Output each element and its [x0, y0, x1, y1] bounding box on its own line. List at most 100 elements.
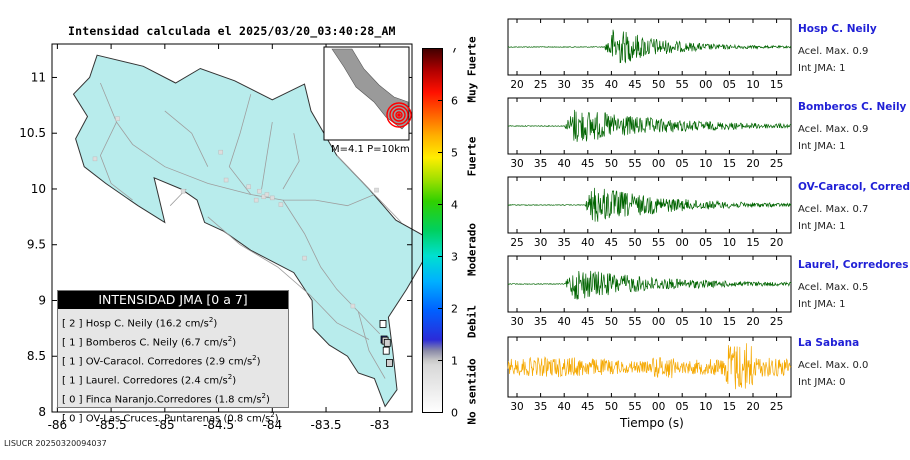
- legend-item-text: Finca Naranjo.Corredores (1.8 cm/s: [85, 394, 262, 406]
- seismogram-tick-label: 00: [676, 237, 689, 249]
- footer-id: LISUCR 20250320094037: [4, 439, 107, 448]
- seismogram-tick-label: 10: [699, 316, 712, 328]
- road-line: [336, 155, 375, 195]
- town-marker: [223, 177, 229, 183]
- road-line: [282, 199, 381, 335]
- seismogram-tick-label: 55: [628, 158, 641, 170]
- seismogram-tick-label: 30: [534, 237, 547, 249]
- town-marker: [253, 197, 259, 203]
- seismogram-tick-label: 55: [676, 79, 689, 91]
- seismogram-tick-label: 55: [652, 237, 665, 249]
- seismogram-tick-label: 25: [770, 158, 783, 170]
- seismogram-tick-label: 55: [628, 401, 641, 413]
- x-tick-label: -85.5: [96, 418, 127, 432]
- town-marker: [180, 188, 186, 194]
- road-line: [164, 110, 209, 167]
- seismogram-tick-label: 20: [746, 401, 759, 413]
- map-frame: [51, 43, 413, 413]
- legend-item-text: OV-Caracol. Corredores (2.9 cm/s: [85, 356, 253, 368]
- legend-item-unit-exp: 2: [227, 372, 233, 381]
- legend-item-level: [ 2 ]: [62, 318, 83, 330]
- seismogram-tick-label: 10: [746, 79, 759, 91]
- colorbar-tick-label: 4: [451, 199, 458, 212]
- legend-item-unit-exp: 2: [261, 391, 266, 400]
- station-name: Hosp C. Neily: [798, 23, 877, 35]
- legend-item-unit-exp: 2: [270, 410, 275, 419]
- station-name: La Sabana: [798, 337, 860, 349]
- legend-item-level: [ 0 ]: [62, 412, 83, 424]
- seismogram-tick-label: 20: [746, 158, 759, 170]
- legend-item-text: Laurel. Corredores (2.4 cm/s: [85, 375, 228, 387]
- seismogram-tick-label: 15: [723, 158, 736, 170]
- seismogram-tick-label: 15: [746, 237, 759, 249]
- x-tick-label: -83.5: [310, 418, 341, 432]
- colorbar-tick-label: 2: [451, 303, 458, 316]
- legend-item-unit-exp: 2: [227, 334, 233, 343]
- town-marker: [264, 192, 270, 197]
- legend-item-text: Hosp C. Neily (16.2 cm/s: [85, 318, 209, 330]
- seismogram-tick-label: 35: [534, 401, 547, 413]
- seismogram-tick-label: 45: [581, 158, 594, 170]
- time-axis-label: Tiempo (s): [620, 416, 684, 430]
- seismogram-tick-label: 20: [746, 316, 759, 328]
- legend-item-level: [ 1 ]: [62, 375, 83, 387]
- seismogram-tick-label: 15: [723, 401, 736, 413]
- seismogram-tick-label: 00: [652, 401, 665, 413]
- x-tick-label: -83: [370, 418, 390, 432]
- seismogram-tick-label: 40: [558, 158, 571, 170]
- legend-item-close: ): [232, 337, 237, 349]
- legend-item: [ 1 ] Laurel. Corredores (2.4 cm/s2): [62, 370, 288, 389]
- road-line: [207, 216, 370, 340]
- legend-item-close: ): [232, 375, 237, 387]
- x-tick-label: -84.5: [203, 418, 234, 432]
- map-title: Intensidad calculada el 2025/03/20_03:40…: [68, 24, 396, 38]
- seismogram-tick-label: 00: [652, 158, 665, 170]
- station-acel: Acel. Max. 0.9: [798, 124, 869, 135]
- town-marker: [218, 149, 223, 155]
- costa-rica-landmass: [72, 54, 427, 408]
- legend-item-close: ): [274, 412, 279, 424]
- epicenter-icon: [397, 113, 401, 117]
- road-line: [261, 122, 273, 190]
- station-acel: Acel. Max. 0.5: [798, 282, 869, 293]
- road-line: [99, 121, 133, 201]
- town-marker: [115, 116, 120, 121]
- seismogram-tick-label: 50: [605, 401, 618, 413]
- legend-item-level: [ 1 ]: [62, 356, 83, 368]
- seismogram-tick-label: 45: [581, 316, 594, 328]
- seismogram-tick-label: 30: [510, 158, 523, 170]
- colorbar-rect: [422, 48, 443, 413]
- epicenter-ring: [392, 108, 406, 122]
- station-info: Acel. Max. 0.7 Int JMA: 1: [798, 201, 868, 235]
- seismogram-tick-label: 50: [652, 79, 665, 91]
- town-marker: [246, 184, 251, 189]
- y-tick-label: 9.5: [27, 238, 46, 252]
- station-acel: Acel. Max. 0.7: [798, 204, 869, 215]
- legend-list: [ 2 ] Hosp C. Neily (16.2 cm/s2)[ 1 ] Bo…: [58, 309, 288, 427]
- legend-item-level: [ 1 ]: [62, 337, 83, 349]
- road-line: [283, 194, 402, 223]
- road-line: [282, 133, 300, 190]
- y-tick-label: 10: [31, 182, 46, 196]
- seismogram-tick-label: 55: [628, 316, 641, 328]
- seismogram-tick-label: 05: [699, 237, 712, 249]
- seismogram-tick-label: 40: [605, 79, 618, 91]
- station-info: Acel. Max. 0.9 Int JMA: 1: [798, 43, 868, 77]
- seismogram-tick-label: 00: [652, 316, 665, 328]
- seismogram-tick-label: 40: [558, 401, 571, 413]
- legend-item: [ 2 ] Hosp C. Neily (16.2 cm/s2): [62, 313, 288, 332]
- y-tick-label: 8: [38, 405, 46, 419]
- x-tick-label: -84: [262, 418, 282, 432]
- intensity-legend: INTENSIDAD JMA [0 a 7] [ 2 ] Hosp C. Nei…: [57, 290, 289, 424]
- seismogram-trace: [507, 270, 792, 300]
- station-marker: [382, 346, 390, 355]
- colorbar-tick-label: 1: [451, 355, 458, 368]
- seismogram-tick-label: 25: [770, 401, 783, 413]
- legend-item-close: ): [256, 356, 261, 368]
- station-info: Acel. Max. 0.5 Int JMA: 1: [798, 279, 868, 313]
- station-jma: Int JMA: 1: [798, 141, 846, 152]
- x-tick-label: -85: [155, 418, 175, 432]
- town-marker: [257, 188, 262, 194]
- legend-item-text: Bomberos C. Neily (6.7 cm/s: [85, 337, 228, 349]
- station-marker: [386, 359, 393, 367]
